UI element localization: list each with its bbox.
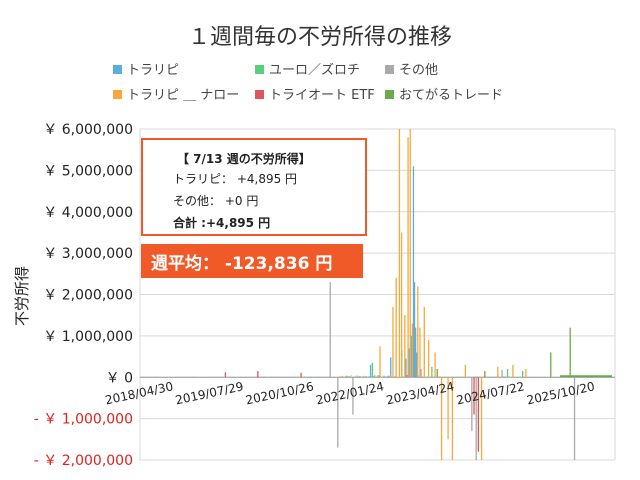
x-tick-label: 2023/04/24 <box>385 379 456 407</box>
x-tick-label: 2020/10/26 <box>244 379 315 407</box>
y-tick-label: ￥ 1,000,000 <box>43 329 133 345</box>
weekly-average-text: 週平均： -123,836 円 <box>151 253 333 274</box>
legend-label: トライオート ETF <box>269 88 375 103</box>
legend-label: ユーロ／ズロチ <box>269 62 360 78</box>
y-tick-label: ￥ 3,000,000 <box>43 246 133 262</box>
y-tick-label: ￥ 4,000,000 <box>43 205 133 221</box>
x-axis-ticks: 2018/04/30 2019/07/29 2020/10/26 2022/01/24… <box>104 379 596 407</box>
y-tick-label: - ￥ 2,000,000 <box>34 453 133 469</box>
y-axis-label: 不労所得 <box>13 266 31 326</box>
y-tick-label: ￥ 6,000,000 <box>43 122 133 138</box>
legend-label: トラリピ <box>127 63 179 78</box>
legend-swatch <box>385 90 394 99</box>
weekly-average-badge: 週平均： -123,836 円 <box>141 244 363 278</box>
info-total: 合計 :+4,895 円 <box>173 216 271 230</box>
legend-swatch <box>385 65 394 74</box>
legend-label: おてがるトレード <box>399 88 503 103</box>
y-tick-label: ￥ 2,000,000 <box>43 288 133 304</box>
legend-label: トラリピ ＿ ナロー <box>127 88 239 103</box>
chart-title: １週間毎の不労所得の推移 <box>188 25 452 50</box>
x-tick-label: 2022/01/24 <box>315 379 386 407</box>
legend-label: その他 <box>399 63 438 78</box>
y-tick-label: ￥ 0 <box>106 370 133 386</box>
x-tick-label: 2025/10/20 <box>525 379 596 407</box>
y-tick-label: ￥ 5,000,000 <box>43 163 133 179</box>
legend-swatch <box>113 65 122 74</box>
x-tick-label: 2019/07/29 <box>174 379 245 407</box>
info-other: その他： +0 円 <box>173 194 259 208</box>
y-axis-ticks: ￥ 6,000,000 ￥ 5,000,000 ￥ 4,000,000 ￥ 3,000… <box>34 122 133 469</box>
info-title: 【 7/13 週の不労所得】 <box>177 152 311 166</box>
legend-swatch <box>255 65 264 74</box>
legend-swatch <box>255 90 264 99</box>
x-tick-label: 2024/07/22 <box>455 379 526 407</box>
y-tick-label: - ￥ 1,000,000 <box>34 412 133 428</box>
legend-swatch <box>113 90 122 99</box>
bars <box>140 129 612 460</box>
info-box: 【 7/13 週の不労所得】 トラリピ： +4,895 円 その他： +0 円 … <box>141 138 367 236</box>
info-traripi: トラリピ： +4,895 円 <box>173 172 298 186</box>
